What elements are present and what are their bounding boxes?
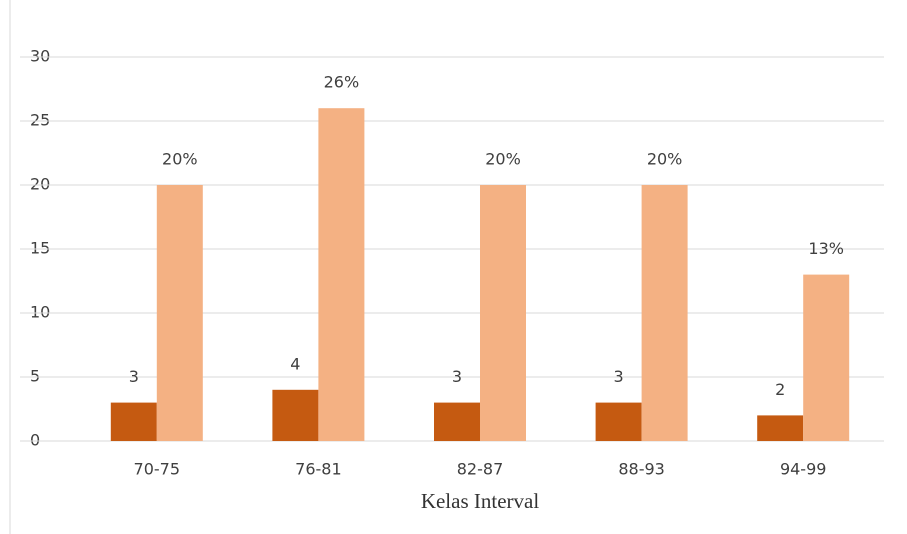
data-label: 3 <box>614 367 624 386</box>
x-tick-label: 70-75 <box>134 460 181 479</box>
x-tick-label: 76-81 <box>295 460 342 479</box>
y-tick-label: 5 <box>30 367 40 386</box>
data-label: 20% <box>485 150 521 169</box>
bar <box>757 415 804 441</box>
y-tick-label: 15 <box>30 239 50 258</box>
bar <box>480 185 526 441</box>
y-tick-label: 10 <box>30 303 50 322</box>
bar <box>318 108 365 441</box>
data-label: 2 <box>775 380 785 399</box>
data-label: 26% <box>324 73 360 92</box>
data-label: 3 <box>452 367 462 386</box>
y-tick-label: 20 <box>30 175 50 194</box>
bar <box>110 402 157 441</box>
bar <box>272 389 319 441</box>
y-tick-label: 0 <box>30 431 40 450</box>
x-tick-label: 94-99 <box>780 460 827 479</box>
bar <box>595 402 642 441</box>
data-label: 20% <box>647 150 683 169</box>
bar <box>156 185 203 441</box>
bar <box>641 185 688 441</box>
bar <box>803 274 850 441</box>
data-label: 20% <box>162 150 198 169</box>
y-tick-label: 25 <box>30 111 50 130</box>
data-label: 3 <box>129 367 139 386</box>
x-axis-label: Kelas Interval <box>421 489 540 513</box>
data-label: 13% <box>808 239 844 258</box>
data-label: 4 <box>290 354 300 373</box>
x-tick-label: 82-87 <box>457 460 504 479</box>
y-tick-label: 30 <box>30 47 50 66</box>
x-tick-label: 88-93 <box>618 460 665 479</box>
bar <box>434 402 480 441</box>
